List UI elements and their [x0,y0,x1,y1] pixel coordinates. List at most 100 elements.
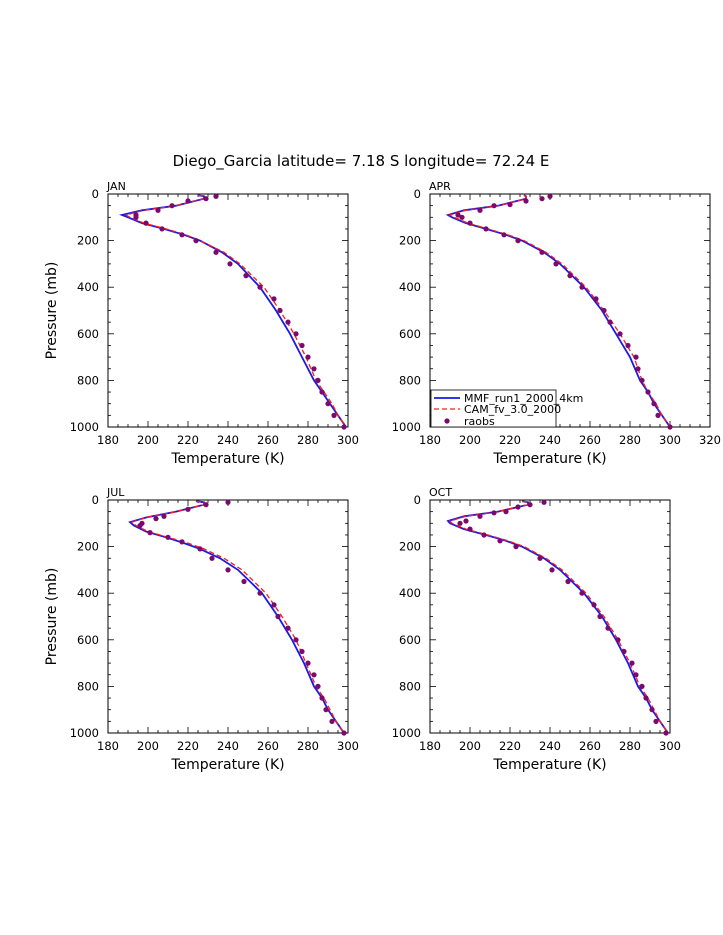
raobs-point [209,555,215,561]
raobs-point [203,502,209,508]
x-tick-label: 280 [297,433,319,447]
y-tick-label: 600 [77,633,99,647]
x-tick-label: 220 [177,433,199,447]
legend-entry-label: MMF_run1_2000_4km [464,392,583,405]
panel-label: JUL [106,486,125,499]
raobs-point [341,424,347,430]
raobs-point [325,401,331,407]
plot-frame [107,193,349,428]
y-tick-label: 0 [92,493,99,507]
raobs-point [567,273,573,279]
raobs-point [667,424,673,430]
x-tick-label: 200 [459,739,481,753]
raobs-point [541,499,547,505]
raobs-point [593,296,599,302]
raobs-point [605,625,611,631]
raobs-point [515,504,521,510]
series-line-cam [124,194,347,428]
x-tick-label: 240 [539,433,561,447]
panel-label: OCT [429,486,452,499]
raobs-point [539,196,545,202]
raobs-point [615,637,621,643]
x-tick-label: 280 [619,739,641,753]
raobs-point [165,534,171,540]
x-tick-label: 220 [499,739,521,753]
plot-frame [429,499,671,734]
raobs-point [601,307,607,314]
raobs-point [501,232,507,238]
raobs-point [225,567,231,573]
raobs-point [185,198,191,204]
raobs-point [491,203,497,209]
legend-entry-label: CAM_fv_3.0_2000 [464,403,561,416]
x-tick-label: 280 [297,739,319,753]
x-tick-label: 180 [97,739,119,753]
raobs-point [159,226,165,232]
raobs-point [547,193,553,199]
y-tick-label: 200 [399,234,421,248]
raobs-point [319,695,325,701]
raobs-point [299,342,305,349]
y-tick-label: 800 [399,373,421,387]
raobs-point [507,201,513,208]
x-tick-label: 240 [217,739,239,753]
x-tick-label: 240 [217,433,239,447]
raobs-point [299,648,305,655]
x-tick-label: 180 [97,433,119,447]
y-tick-label: 0 [414,493,421,507]
raobs-point [271,602,277,608]
raobs-point [655,412,661,418]
y-tick-label: 1000 [392,726,421,740]
x-tick-label: 200 [137,433,159,447]
raobs-point [271,296,277,302]
raobs-point [537,555,543,561]
raobs-point [643,695,649,701]
x-tick-label: 220 [177,739,199,753]
raobs-point [285,625,291,631]
y-tick-label: 400 [77,586,99,600]
raobs-point [549,567,555,573]
y-tick-label: 800 [77,679,99,693]
raobs-point [293,331,299,337]
raobs-point [329,718,335,725]
raobs-point [179,232,185,238]
raobs-point [275,613,281,620]
raobs-point [481,532,487,538]
x-tick-label: 260 [579,433,601,447]
y-tick-label: 0 [414,187,421,201]
x-tick-label: 180 [419,739,441,753]
raobs-point [579,284,585,290]
raobs-point [185,506,191,512]
raobs-point [633,672,639,678]
raobs-point [639,377,645,383]
series-line-mmf [128,500,345,734]
raobs-point [579,590,585,596]
x-tick-label: 260 [257,739,279,753]
raobs-point [597,613,603,620]
x-tick-label: 200 [459,433,481,447]
x-tick-label: 180 [419,433,441,447]
raobs-point [285,319,291,325]
raobs-point [649,707,655,713]
x-axis-label: Temperature (K) [170,451,284,467]
series-line-mmf [446,500,669,734]
raobs-point [179,539,185,545]
raobs-point [457,520,463,526]
panel-label: JAN [106,180,126,193]
raobs-point [315,683,321,690]
panel-label: APR [429,180,451,193]
raobs-point [455,212,461,218]
x-tick-label: 280 [619,433,641,447]
y-tick-label: 200 [399,540,421,554]
raobs-point [341,730,347,736]
raobs-point [591,602,597,608]
series-line-mmf [118,194,347,428]
x-tick-label: 300 [659,433,681,447]
figure-title: Diego_Garcia latitude= 7.18 S longitude=… [173,152,550,171]
raobs-point [497,538,503,544]
y-axis-label: Pressure (mb) [44,262,60,360]
raobs-point [625,342,631,349]
x-tick-label: 240 [539,739,561,753]
raobs-point [203,196,209,202]
